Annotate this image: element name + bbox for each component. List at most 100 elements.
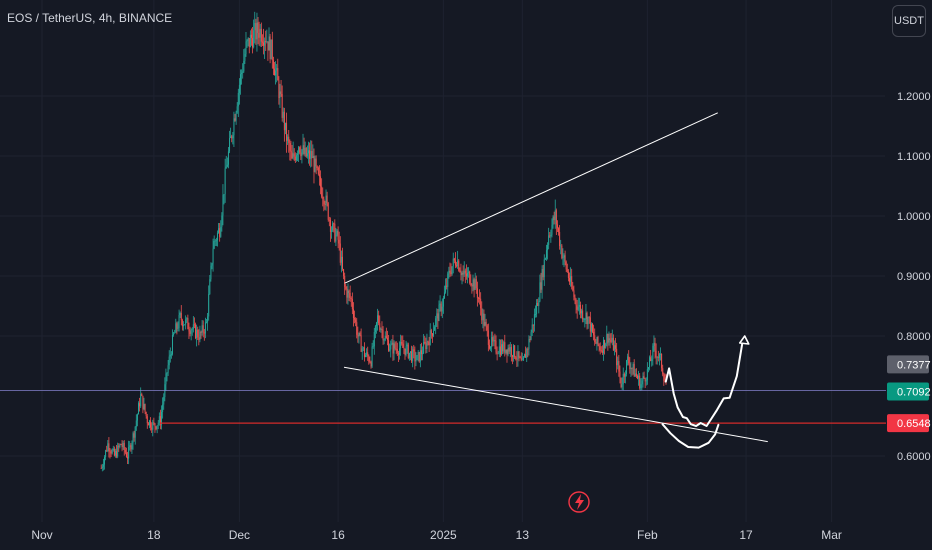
candle-body	[250, 34, 252, 39]
candle-body	[384, 335, 386, 340]
candle-body	[498, 346, 500, 354]
candle-body	[601, 350, 603, 353]
candle-body	[592, 323, 594, 332]
candle-body	[542, 269, 544, 278]
candle-body	[358, 332, 360, 337]
candle-body	[261, 41, 263, 43]
candle-body	[201, 325, 203, 333]
candle-body	[345, 286, 347, 289]
candle-body	[365, 355, 367, 357]
candle-body	[322, 196, 324, 199]
candle-body	[428, 341, 430, 346]
sketch-arrow-head	[738, 335, 750, 345]
candle-body	[270, 39, 272, 60]
candle-body	[243, 60, 245, 72]
candle-body	[635, 373, 637, 377]
candle-body	[619, 371, 621, 378]
candle-body	[595, 342, 597, 344]
candle-body	[375, 322, 377, 326]
candle-body	[255, 23, 257, 40]
candle-body	[323, 198, 325, 205]
candle-body	[379, 323, 381, 330]
candle-body	[275, 70, 277, 76]
candle-body	[128, 446, 130, 459]
candle-body	[503, 342, 505, 352]
candle-body	[409, 351, 411, 353]
lightning-icon[interactable]	[568, 491, 590, 513]
candle-body	[142, 395, 144, 410]
candle-body	[216, 232, 218, 241]
candle-body	[440, 303, 442, 312]
candle-body	[227, 151, 229, 165]
price-label-bg	[887, 355, 929, 374]
candle-body	[524, 354, 526, 358]
currency-button[interactable]: USDT	[892, 5, 926, 37]
candle-body	[516, 358, 518, 360]
candle-body	[215, 240, 217, 242]
candle-body	[100, 468, 102, 469]
candle-body	[417, 352, 419, 356]
candle-body	[610, 340, 612, 342]
candle-body	[309, 150, 311, 159]
candle-body	[436, 313, 438, 319]
candle-body	[344, 275, 346, 287]
candle-body	[474, 279, 476, 290]
candle-body	[377, 315, 379, 323]
candle-body	[554, 210, 556, 221]
candle-body	[247, 38, 249, 41]
candle-body	[538, 301, 540, 306]
candle-body	[242, 71, 244, 73]
lower-trend-line[interactable]	[343, 366, 768, 443]
candle-body	[317, 167, 319, 175]
candle-body	[594, 335, 596, 343]
candle-body	[653, 342, 655, 346]
candle-body	[209, 279, 211, 295]
candle-body	[301, 149, 303, 157]
candle-body	[616, 348, 618, 366]
candle-body	[200, 331, 202, 333]
candle-body	[191, 329, 193, 331]
candle-body	[402, 343, 404, 348]
candle-body	[220, 226, 222, 237]
candle-body	[656, 356, 658, 358]
candle-body	[403, 347, 405, 349]
y-tick-label: 1.1000	[897, 151, 931, 163]
candle-body	[106, 450, 108, 452]
candle-body	[233, 118, 235, 136]
candle-body	[563, 255, 565, 258]
price-labels: 0.7377 0.7092 0.6548	[887, 355, 931, 433]
candle-body	[212, 248, 214, 264]
candle-body	[497, 353, 499, 355]
candle-body	[658, 354, 660, 358]
candle-body	[465, 273, 467, 277]
candle-body	[306, 153, 308, 157]
candle-body	[252, 38, 254, 48]
candle-body	[161, 412, 163, 425]
candle-body	[320, 176, 322, 187]
candle-body	[491, 337, 493, 347]
upper-trend-line[interactable]	[344, 112, 718, 284]
candle-body	[260, 28, 262, 42]
candle-body	[495, 340, 497, 353]
candle-body	[632, 364, 634, 369]
candle-body	[332, 223, 334, 231]
candle-body	[502, 344, 504, 352]
candle-body	[338, 239, 340, 244]
candle-body	[249, 34, 251, 48]
candle-body	[282, 111, 284, 118]
candle-body	[555, 210, 557, 225]
sketch-cup-curve	[661, 423, 720, 449]
candle-body	[124, 450, 126, 453]
candle-body	[378, 315, 380, 324]
candle-body	[199, 331, 201, 340]
candle-body	[310, 151, 312, 159]
candle-body	[475, 279, 477, 289]
candle-body	[340, 256, 342, 263]
candle-body	[265, 40, 267, 43]
candle-body	[264, 40, 266, 46]
candle-body	[419, 350, 421, 362]
candle-body	[235, 112, 237, 121]
candle-body	[509, 347, 511, 352]
